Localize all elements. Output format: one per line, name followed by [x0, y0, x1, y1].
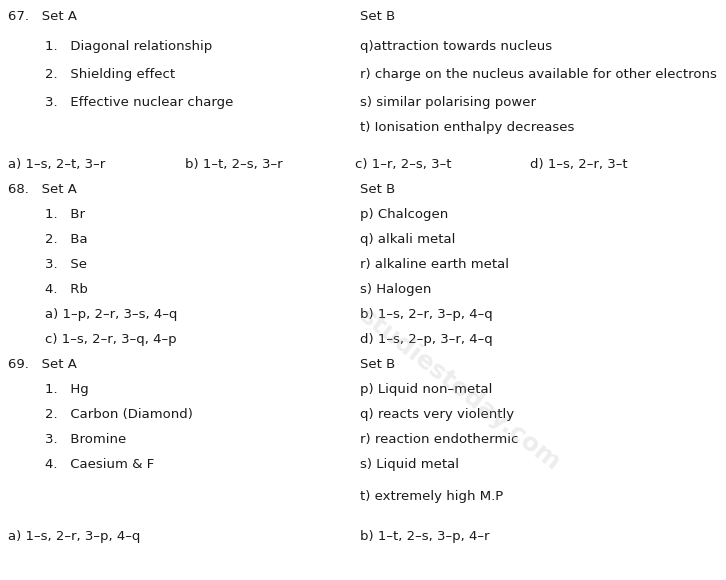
Text: b) 1–t, 2–s, 3–p, 4–r: b) 1–t, 2–s, 3–p, 4–r — [360, 530, 489, 543]
Text: q)attraction towards nucleus: q)attraction towards nucleus — [360, 40, 552, 53]
Text: s) Liquid metal: s) Liquid metal — [360, 458, 459, 471]
Text: t) extremely high M.P: t) extremely high M.P — [360, 490, 503, 503]
Text: b) 1–s, 2–r, 3–p, 4–q: b) 1–s, 2–r, 3–p, 4–q — [360, 308, 493, 321]
Text: a) 1–s, 2–t, 3–r: a) 1–s, 2–t, 3–r — [8, 158, 105, 171]
Text: r) reaction endothermic: r) reaction endothermic — [360, 433, 518, 446]
Text: 69.   Set A: 69. Set A — [8, 358, 77, 371]
Text: s) similar polarising power: s) similar polarising power — [360, 96, 536, 109]
Text: a) 1–p, 2–r, 3–s, 4–q: a) 1–p, 2–r, 3–s, 4–q — [45, 308, 177, 321]
Text: r) charge on the nucleus available for other electrons: r) charge on the nucleus available for o… — [360, 68, 717, 81]
Text: 1.   Br: 1. Br — [45, 208, 85, 221]
Text: d) 1–s, 2–p, 3–r, 4–q: d) 1–s, 2–p, 3–r, 4–q — [360, 333, 493, 346]
Text: c) 1–r, 2–s, 3–t: c) 1–r, 2–s, 3–t — [355, 158, 452, 171]
Text: 2.   Shielding effect: 2. Shielding effect — [45, 68, 175, 81]
Text: 68.   Set A: 68. Set A — [8, 183, 77, 196]
Text: q) alkali metal: q) alkali metal — [360, 233, 455, 246]
Text: Set B: Set B — [360, 183, 395, 196]
Text: 3.   Se: 3. Se — [45, 258, 87, 271]
Text: 2.   Ba: 2. Ba — [45, 233, 88, 246]
Text: q) reacts very violently: q) reacts very violently — [360, 408, 514, 421]
Text: b) 1–t, 2–s, 3–r: b) 1–t, 2–s, 3–r — [185, 158, 282, 171]
Text: 4.   Rb: 4. Rb — [45, 283, 88, 296]
Text: 4.   Caesium & F: 4. Caesium & F — [45, 458, 154, 471]
Text: 2.   Carbon (Diamond): 2. Carbon (Diamond) — [45, 408, 193, 421]
Text: p) Chalcogen: p) Chalcogen — [360, 208, 448, 221]
Text: t) Ionisation enthalpy decreases: t) Ionisation enthalpy decreases — [360, 121, 574, 134]
Text: p) Liquid non–metal: p) Liquid non–metal — [360, 383, 492, 396]
Text: 1.   Hg: 1. Hg — [45, 383, 89, 396]
Text: r) alkaline earth metal: r) alkaline earth metal — [360, 258, 509, 271]
Text: c) 1–s, 2–r, 3–q, 4–p: c) 1–s, 2–r, 3–q, 4–p — [45, 333, 176, 346]
Text: studiestoday.com: studiestoday.com — [355, 304, 565, 476]
Text: 3.   Bromine: 3. Bromine — [45, 433, 126, 446]
Text: Set B: Set B — [360, 10, 395, 23]
Text: s) Halogen: s) Halogen — [360, 283, 431, 296]
Text: 3.   Effective nuclear charge: 3. Effective nuclear charge — [45, 96, 233, 109]
Text: d) 1–s, 2–r, 3–t: d) 1–s, 2–r, 3–t — [530, 158, 627, 171]
Text: 67.   Set A: 67. Set A — [8, 10, 77, 23]
Text: Set B: Set B — [360, 358, 395, 371]
Text: a) 1–s, 2–r, 3–p, 4–q: a) 1–s, 2–r, 3–p, 4–q — [8, 530, 140, 543]
Text: 1.   Diagonal relationship: 1. Diagonal relationship — [45, 40, 212, 53]
